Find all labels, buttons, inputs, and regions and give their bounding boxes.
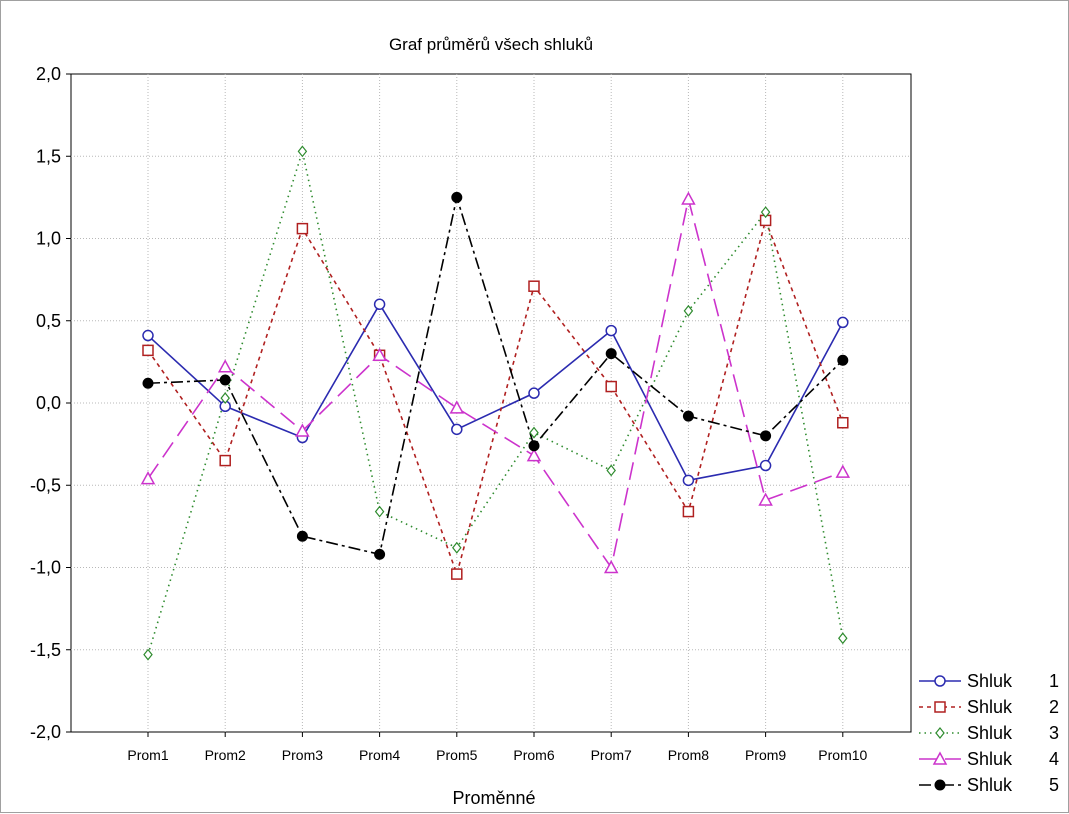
- x-tick-label: Prom6: [513, 747, 554, 763]
- data-point-s3: [760, 206, 771, 219]
- legend-label: Shluk: [967, 723, 1013, 743]
- legend-number: 2: [1049, 697, 1059, 717]
- data-point-s1: [142, 329, 154, 342]
- legend-label: Shluk: [967, 749, 1013, 769]
- x-axis-ticks: Prom1 Prom2 Prom3 Prom4 Prom5 Prom6 Prom7 Prom8…: [127, 732, 868, 763]
- x-tick-label: Prom9: [745, 747, 786, 763]
- legend: Shluk 1 Shluk 2 Shluk 3 Shluk 4 Shluk 5: [919, 671, 1059, 795]
- x-tick-label: Prom10: [818, 747, 867, 763]
- data-point-s3: [297, 145, 308, 158]
- y-tick-label: 2,0: [36, 64, 61, 84]
- data-point-s5: [528, 440, 540, 452]
- data-point-s1: [837, 316, 849, 329]
- data-point-s5: [682, 410, 694, 422]
- y-tick-label: -1,5: [30, 640, 61, 660]
- x-axis-label: Proměnné: [452, 788, 535, 808]
- data-point-s2: [142, 344, 154, 357]
- x-tick-label: Prom7: [591, 747, 632, 763]
- data-point-s3: [529, 426, 539, 439]
- data-point-s1: [373, 298, 386, 311]
- data-point-s1: [528, 387, 540, 399]
- legend-marker-1: [934, 675, 946, 687]
- data-point-s4: [449, 400, 465, 414]
- data-point-s4: [603, 559, 619, 574]
- data-point-s2: [682, 505, 695, 518]
- x-tick-label: Prom5: [436, 747, 477, 763]
- data-point-s1: [682, 474, 695, 487]
- series-line-1: [147, 302, 844, 482]
- legend-number: 4: [1049, 749, 1059, 769]
- y-tick-label: 1,0: [36, 229, 61, 249]
- data-point-s4: [681, 191, 696, 205]
- series-markers: [140, 145, 851, 661]
- data-point-s5: [760, 430, 772, 442]
- data-point-s2: [837, 416, 849, 429]
- x-tick-label: Prom3: [282, 747, 323, 763]
- data-point-s5: [837, 354, 849, 366]
- legend-number: 1: [1049, 671, 1059, 691]
- y-tick-label: -2,0: [30, 722, 61, 742]
- data-point-s5: [605, 348, 617, 360]
- grid: [71, 74, 911, 732]
- data-point-s3: [143, 648, 153, 661]
- legend-label: Shluk: [967, 671, 1013, 691]
- y-tick-label: 0,0: [36, 393, 61, 413]
- legend-label: Shluk: [967, 697, 1013, 717]
- data-point-s3: [220, 392, 230, 405]
- legend-label: Shluk: [967, 775, 1013, 795]
- data-point-s4: [758, 492, 773, 506]
- data-point-s3: [452, 541, 462, 554]
- data-point-s4: [835, 464, 851, 478]
- series-line-3: [147, 148, 844, 655]
- y-tick-label: -0,5: [30, 475, 61, 495]
- data-point-s4: [526, 448, 542, 462]
- legend-number: 3: [1049, 723, 1059, 743]
- data-point-s3: [838, 632, 848, 645]
- data-point-s4: [140, 471, 156, 485]
- x-tick-label: Prom1: [127, 747, 168, 763]
- legend-marker-2: [934, 701, 946, 713]
- legend-marker-3: [935, 727, 945, 739]
- data-point-s3: [683, 304, 694, 317]
- data-point-s2: [219, 454, 231, 467]
- data-point-s1: [605, 324, 617, 337]
- data-point-s5: [219, 374, 231, 386]
- series-line-4: [147, 198, 844, 570]
- series-lines: [147, 148, 844, 655]
- data-point-s5: [296, 530, 308, 542]
- data-point-s2: [451, 568, 463, 580]
- x-tick-label: Prom8: [668, 747, 709, 763]
- data-point-s4: [217, 359, 233, 373]
- legend-marker-5: [934, 779, 946, 791]
- data-point-s1: [759, 459, 772, 472]
- y-tick-label: -1,0: [30, 558, 61, 578]
- data-point-s4: [295, 423, 310, 437]
- y-axis-ticks: 2,0 1,5 1,0 0,5 0,0 -0,5 -1,0 -1,5 -2,0: [30, 64, 71, 742]
- data-point-s5: [451, 191, 463, 203]
- x-tick-label: Prom4: [359, 747, 400, 763]
- x-tick-label: Prom2: [205, 747, 246, 763]
- data-point-s5: [374, 548, 386, 560]
- legend-number: 5: [1049, 775, 1059, 795]
- chart-title: Graf průměrů všech shluků: [389, 35, 593, 54]
- series-line-2: [147, 217, 844, 577]
- series-line-5: [147, 194, 844, 556]
- legend-marker-4: [932, 751, 948, 765]
- data-point-s4: [372, 347, 387, 362]
- y-tick-label: 1,5: [36, 146, 61, 166]
- data-point-s3: [606, 464, 616, 477]
- data-point-s1: [451, 423, 463, 436]
- data-point-s2: [605, 380, 617, 393]
- data-point-s5: [142, 377, 154, 389]
- data-point-s2: [528, 280, 540, 292]
- data-point-s2: [296, 222, 309, 235]
- y-tick-label: 0,5: [36, 311, 61, 331]
- data-point-s3: [374, 505, 385, 518]
